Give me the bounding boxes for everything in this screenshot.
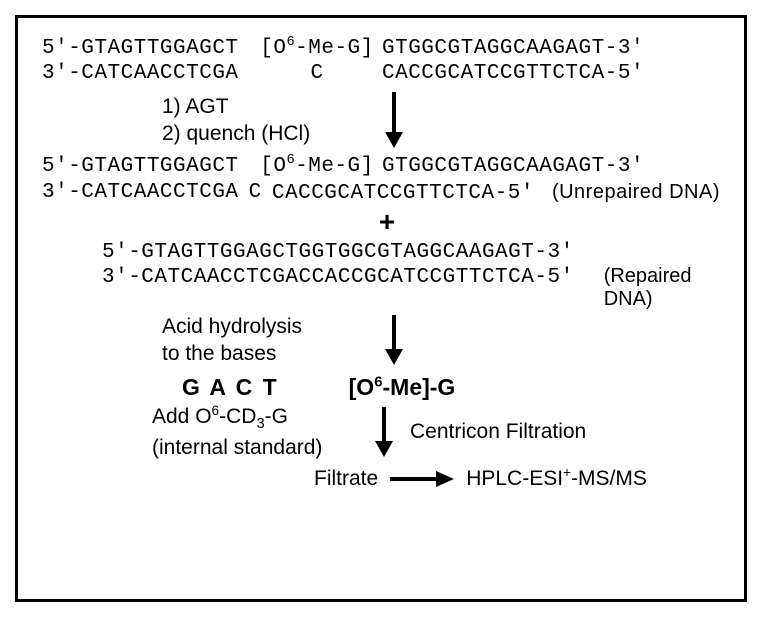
final-row: Filtrate HPLC-ESI+-MS/MS <box>302 467 720 491</box>
arrow-down-2 <box>382 315 406 365</box>
repaired-label: (Repaired DNA) <box>604 265 720 311</box>
step1-line2: 2) quench (HCl) <box>162 120 362 147</box>
step3-left: Add O6-CD3-G (internal standard) <box>152 403 372 462</box>
step2-row: Acid hydrolysis to the bases <box>42 313 720 368</box>
dna1-bot-right: CACCGCATCCGTTCTCA-5' <box>382 61 720 86</box>
plus-symbol: + <box>377 206 397 238</box>
dna-duplex-1: 5'-GTAGTTGGAGCT [O6-Me-G] GTGGCGTAGGCAAG… <box>42 36 720 86</box>
dna1-top-left: 5'-GTAGTTGGAGCT <box>42 36 252 61</box>
method-label: HPLC-ESI+-MS/MS <box>466 467 647 491</box>
step2-labels: Acid hydrolysis to the bases <box>162 313 362 368</box>
dna1-top-right: GTGGCGTAGGCAAGAGT-3' <box>382 36 720 61</box>
step3-right: Centricon Filtration <box>410 420 586 444</box>
dna1-bot-left: 3'-CATCAACCTCGA <box>42 61 252 86</box>
dna3-top: 5'-GTAGTTGGAGCTGGTGGCGTAGGCAAGAGT-3' <box>102 240 720 265</box>
step2-line1: Acid hydrolysis <box>162 313 362 340</box>
dna-duplex-2: 5'-GTAGTTGGAGCT [O6-Me-G] GTGGCGTAGGCAAG… <box>42 154 720 205</box>
dna2-top-right: GTGGCGTAGGCAAGAGT-3' <box>382 154 720 179</box>
step1-labels: 1) AGT 2) quench (HCl) <box>162 93 362 148</box>
dna2-top-mid: [O6-Me-G] <box>252 154 382 179</box>
dna3-bot: 3'-CATCAACCTCGACCACCGCATCCGTTCTCA-5' <box>102 265 574 290</box>
dna2-bot-left: 3'-CATCAACCTCGA <box>42 180 239 206</box>
dna1-bot-mid: C <box>252 61 382 86</box>
diagram-frame: 5'-GTAGTTGGAGCT [O6-Me-G] GTGGCGTAGGCAAG… <box>15 15 747 602</box>
dna2-bot-right: CACCGCATCCGTTCTCA-5'(Unrepaired DNA) <box>272 180 720 206</box>
dna2-bot-mid: C <box>239 180 272 206</box>
step3-line1: Add O6-CD3-G <box>152 403 372 434</box>
step3-row: Add O6-CD3-G (internal standard) Centric… <box>42 403 720 462</box>
step2-line2: to the bases <box>162 340 362 367</box>
filtrate-label: Filtrate <box>314 467 378 491</box>
dna-duplex-3: 5'-GTAGTTGGAGCTGGTGGCGTAGGCAAGAGT-3' 3'-… <box>102 240 720 311</box>
bases-left: G A C T <box>182 374 279 401</box>
step3-line2: (internal standard) <box>152 434 372 461</box>
arrow-down-3 <box>372 407 396 457</box>
bases-row: G A C T [O6-Me]-G <box>182 374 720 401</box>
step1-line1: 1) AGT <box>162 93 362 120</box>
arrow-right-icon <box>390 469 454 489</box>
arrow-down-1 <box>382 92 406 148</box>
bases-right: [O6-Me]-G <box>349 374 456 401</box>
unrepaired-label: (Unrepaired DNA) <box>552 181 720 203</box>
step1-row: 1) AGT 2) quench (HCl) <box>42 92 720 148</box>
dna1-top-mid: [O6-Me-G] <box>252 36 382 61</box>
dna2-top-left: 5'-GTAGTTGGAGCT <box>42 154 252 179</box>
